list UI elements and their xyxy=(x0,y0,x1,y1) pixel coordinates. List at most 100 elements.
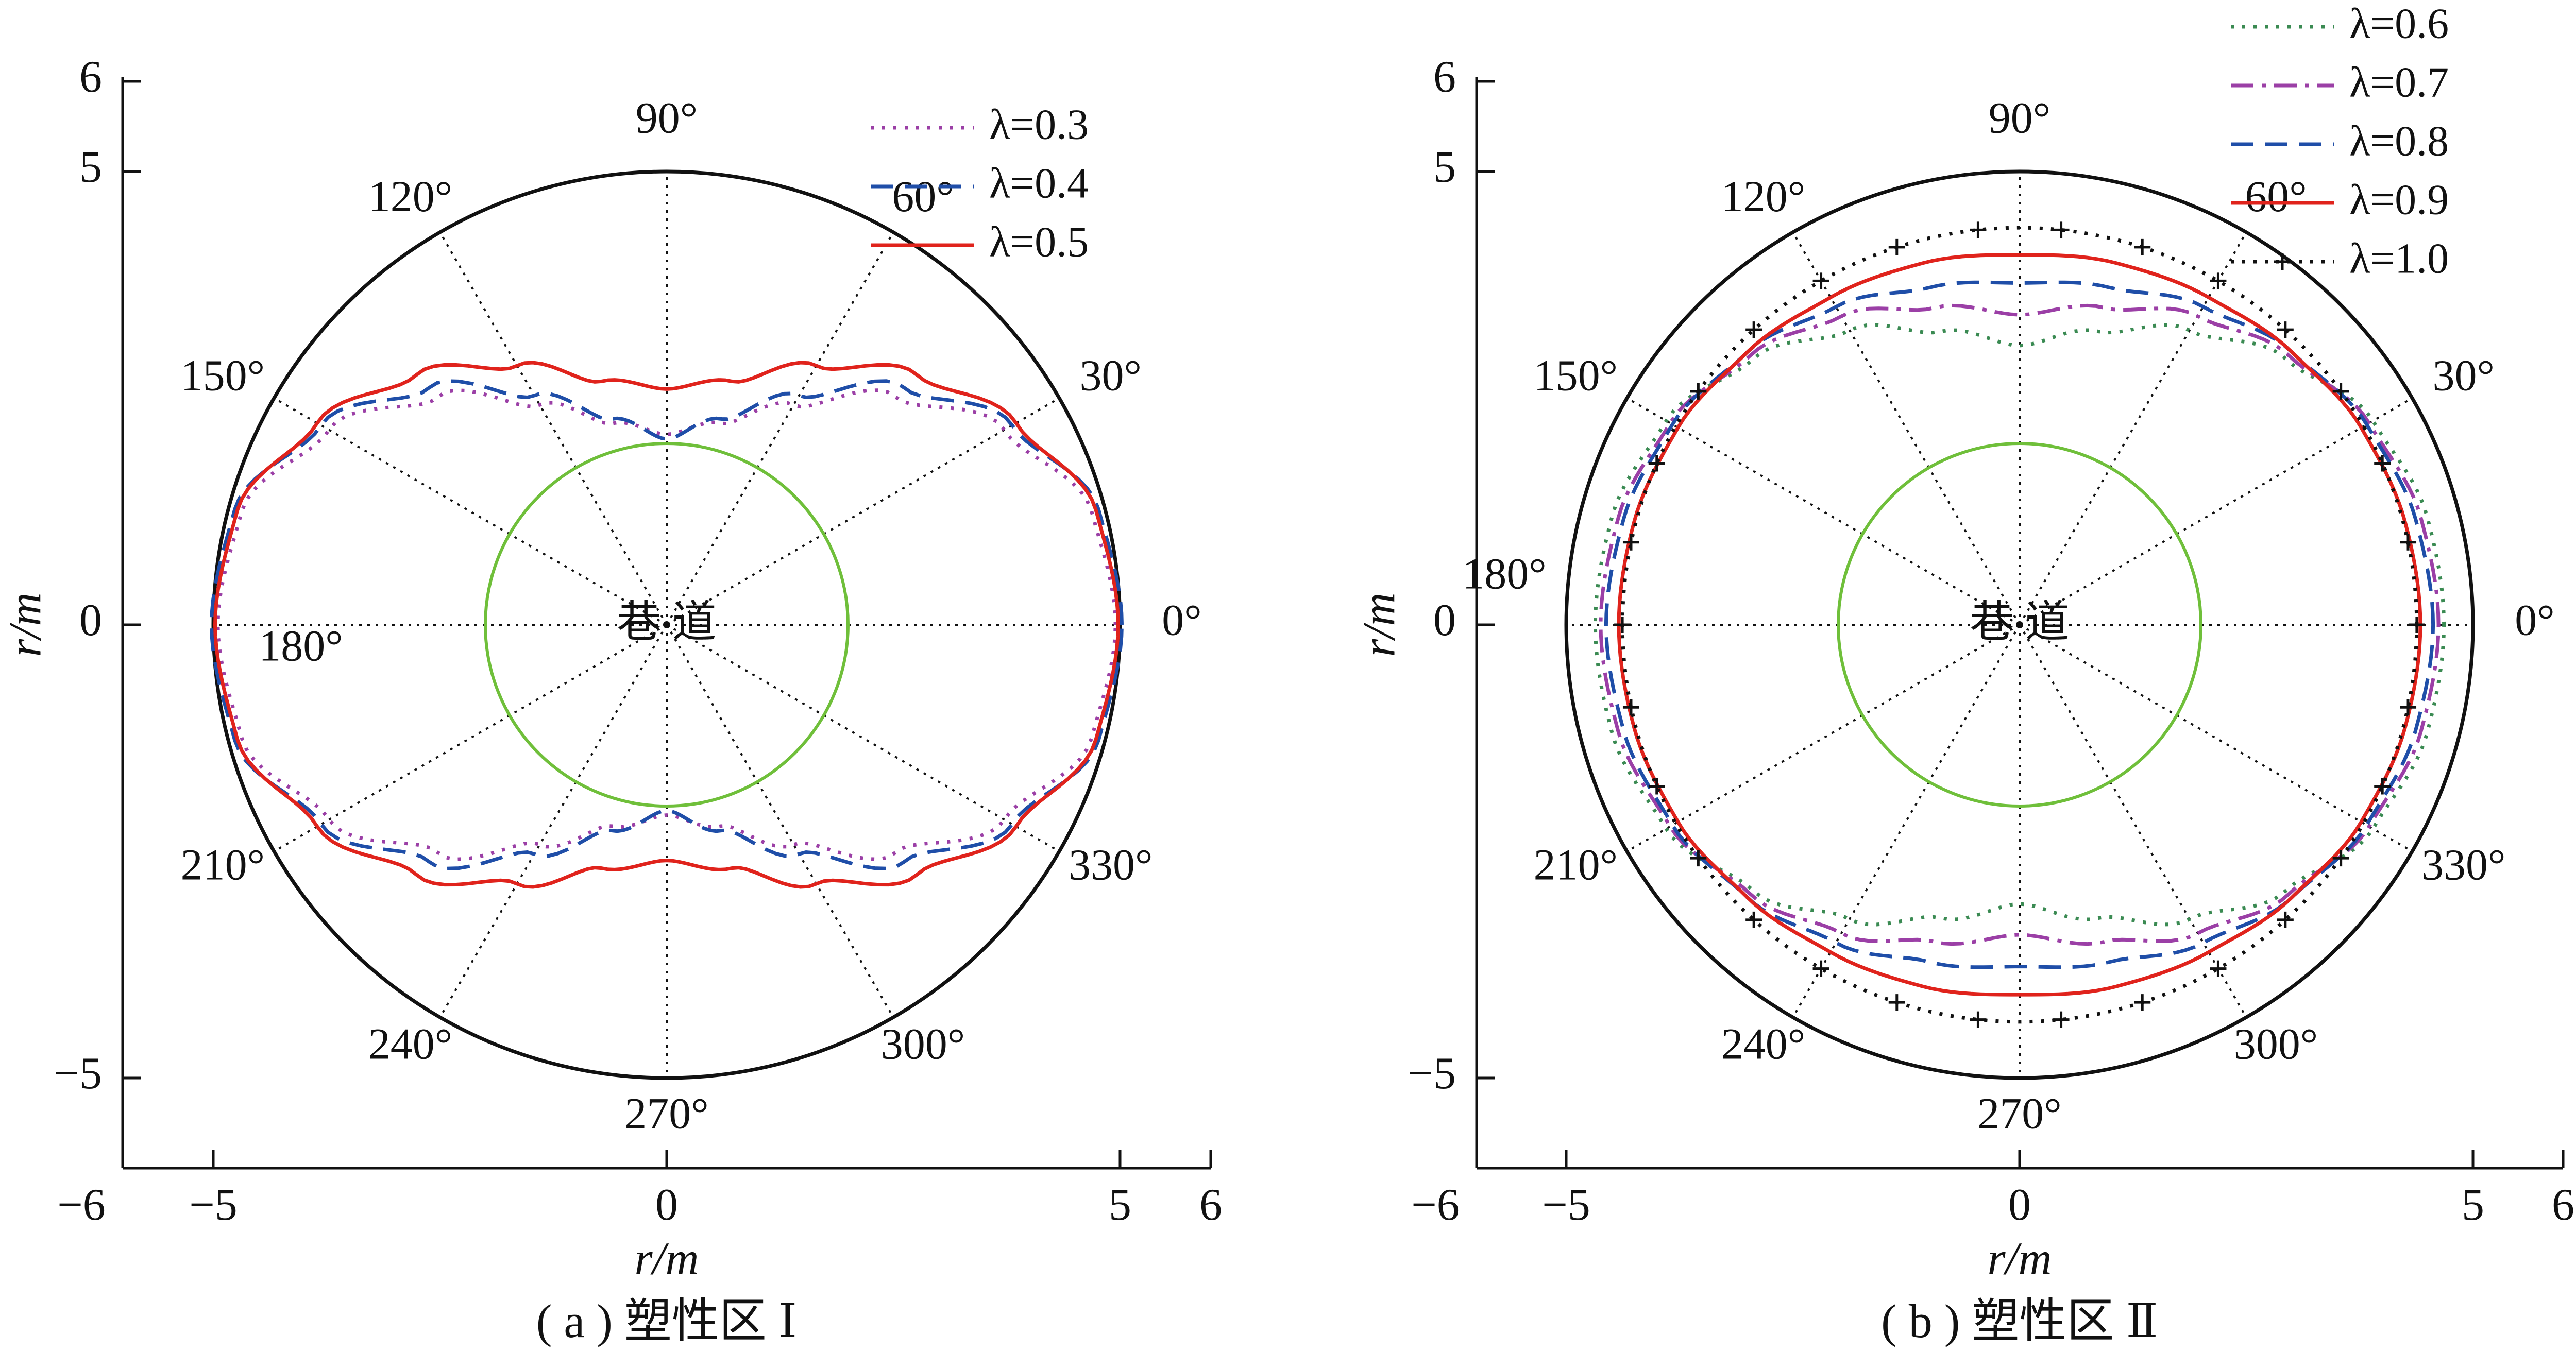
angle-label: 210° xyxy=(1534,840,1618,890)
legend-label: λ=0.8 xyxy=(2349,117,2449,165)
y-tick-label: −5 xyxy=(1408,1049,1456,1099)
angle-label: 330° xyxy=(1069,840,1153,890)
panel-caption: ( a ) 塑性区 Ⅰ xyxy=(536,1295,797,1347)
series-marker-plus xyxy=(2400,534,2417,551)
angle-label: 240° xyxy=(368,1019,452,1068)
tunnel-circle xyxy=(484,442,850,808)
series-marker-plus xyxy=(1970,1011,1987,1028)
angle-label: 150° xyxy=(1534,351,1618,400)
radial-gridline xyxy=(2019,231,2247,625)
y-tick-label: 0 xyxy=(1433,595,1456,645)
series-line-λ=0.7 xyxy=(1599,303,2441,946)
angle-label: 30° xyxy=(1079,351,1141,400)
angle-label: 150° xyxy=(181,351,265,400)
x-tick-label: −6 xyxy=(1411,1180,1460,1230)
x-tick-label: 6 xyxy=(1199,1180,1222,1230)
series-marker-plus xyxy=(1614,617,1631,633)
radial-gridline xyxy=(273,397,667,626)
series-marker-plus xyxy=(2332,850,2349,867)
series-marker-plus xyxy=(1745,911,1762,928)
angle-label: 90° xyxy=(636,93,698,143)
angle-label: 90° xyxy=(1989,93,2050,143)
y-tick-label: 5 xyxy=(1433,142,1456,192)
series-marker-plus xyxy=(1622,699,1639,716)
x-axis-label: r/m xyxy=(1987,1234,2052,1285)
series-marker-plus xyxy=(1690,850,1707,867)
x-tick-label: 5 xyxy=(2462,1180,2484,1230)
x-tick-label: 0 xyxy=(655,1180,678,1230)
angle-label: 300° xyxy=(881,1019,965,1068)
series-marker-plus xyxy=(2408,617,2425,633)
y-tick-label: −5 xyxy=(54,1049,102,1099)
angle-label: 210° xyxy=(181,840,265,890)
angle-label: 0° xyxy=(1162,595,1201,645)
y-tick-label: 6 xyxy=(79,52,102,102)
angle-label: 120° xyxy=(368,172,452,221)
series-marker-plus xyxy=(2134,994,2151,1011)
series-marker-plus xyxy=(1812,272,1829,289)
angle-label: 120° xyxy=(1721,172,1805,221)
radial-gridline xyxy=(666,231,894,625)
x-tick-label: 6 xyxy=(2552,1180,2574,1230)
series-line-λ=0.4 xyxy=(209,379,1124,870)
radial-gridline xyxy=(666,624,1060,852)
radial-gridline xyxy=(666,624,894,1018)
angle-label: 30° xyxy=(2432,351,2494,400)
x-tick-label: 5 xyxy=(1109,1180,1131,1230)
angle-label: 180° xyxy=(1462,549,1546,598)
angle-label: 270° xyxy=(1977,1089,2061,1138)
tunnel-circle xyxy=(1837,442,2202,808)
legend-marker-plus xyxy=(2274,253,2291,270)
series-marker-plus xyxy=(2332,383,2349,400)
x-tick-label: −6 xyxy=(57,1180,106,1230)
panel-caption: ( b ) 塑性区 Ⅱ xyxy=(1881,1295,2158,1347)
panel-a: −6 −5 0 5 6 6 5 0 −5 r/m r/m 0° 30° 60° 90° 120° 150° 180… xyxy=(0,52,1222,1347)
series-marker-plus xyxy=(1648,778,1665,795)
panel-b: −6 −5 0 5 6 6 5 0 −5 r/m r/m 0° 30° 60° 90° 120° 150° 180… xyxy=(1354,0,2574,1347)
radial-gridline xyxy=(666,397,1060,626)
angle-label: 60° xyxy=(892,172,954,221)
radial-gridline xyxy=(439,624,668,1018)
series-marker-plus xyxy=(1648,455,1665,472)
legend-label: λ=0.9 xyxy=(2349,176,2449,224)
legend-label: λ=0.7 xyxy=(2349,58,2449,106)
series-marker-plus xyxy=(1690,383,1707,400)
y-axis-label: r/m xyxy=(1354,592,1405,657)
series-marker-plus xyxy=(2134,238,2151,255)
legend-label: λ=0.5 xyxy=(989,218,1089,266)
radial-gridline xyxy=(2019,624,2247,1018)
x-axis-label: r/m xyxy=(634,1234,699,1285)
outer-boundary-circle xyxy=(1564,169,2475,1080)
radial-gridline xyxy=(1792,624,2021,1018)
angle-label: 330° xyxy=(2421,840,2505,890)
y-axis-label: r/m xyxy=(0,592,51,657)
y-tick-label: 5 xyxy=(79,142,102,192)
legend-label: λ=1.0 xyxy=(2349,234,2449,282)
angle-label: 300° xyxy=(2234,1019,2318,1068)
series-marker-plus xyxy=(1622,534,1639,551)
radial-gridline xyxy=(1626,397,2021,626)
x-tick-label: 0 xyxy=(2008,1180,2031,1230)
angle-label: 240° xyxy=(1721,1019,1805,1068)
series-line-λ=0.6 xyxy=(1593,323,2446,927)
series-marker-plus xyxy=(1970,221,1987,238)
series-marker-plus xyxy=(1888,994,1905,1011)
x-tick-label: −5 xyxy=(1542,1180,1590,1230)
series-marker-plus xyxy=(2277,321,2294,338)
y-tick-label: 6 xyxy=(1433,52,1456,102)
series-marker-plus xyxy=(2277,911,2294,928)
angle-label: 60° xyxy=(2245,172,2307,221)
series-marker-plus xyxy=(1745,321,1762,338)
radial-gridline xyxy=(2019,624,2413,852)
tunnel-label: 巷 道 xyxy=(617,597,717,647)
series-marker-plus xyxy=(1812,960,1829,977)
series-line-λ=0.5 xyxy=(213,361,1121,889)
radial-gridline xyxy=(1792,231,2021,625)
series-line-λ=0.8 xyxy=(1604,280,2435,969)
tunnel-label: 巷 道 xyxy=(1970,597,2070,647)
series-marker-plus xyxy=(2053,221,2070,238)
series-marker-plus xyxy=(2374,778,2391,795)
angle-label: 0° xyxy=(2515,595,2554,645)
angle-label: 180° xyxy=(259,621,343,671)
